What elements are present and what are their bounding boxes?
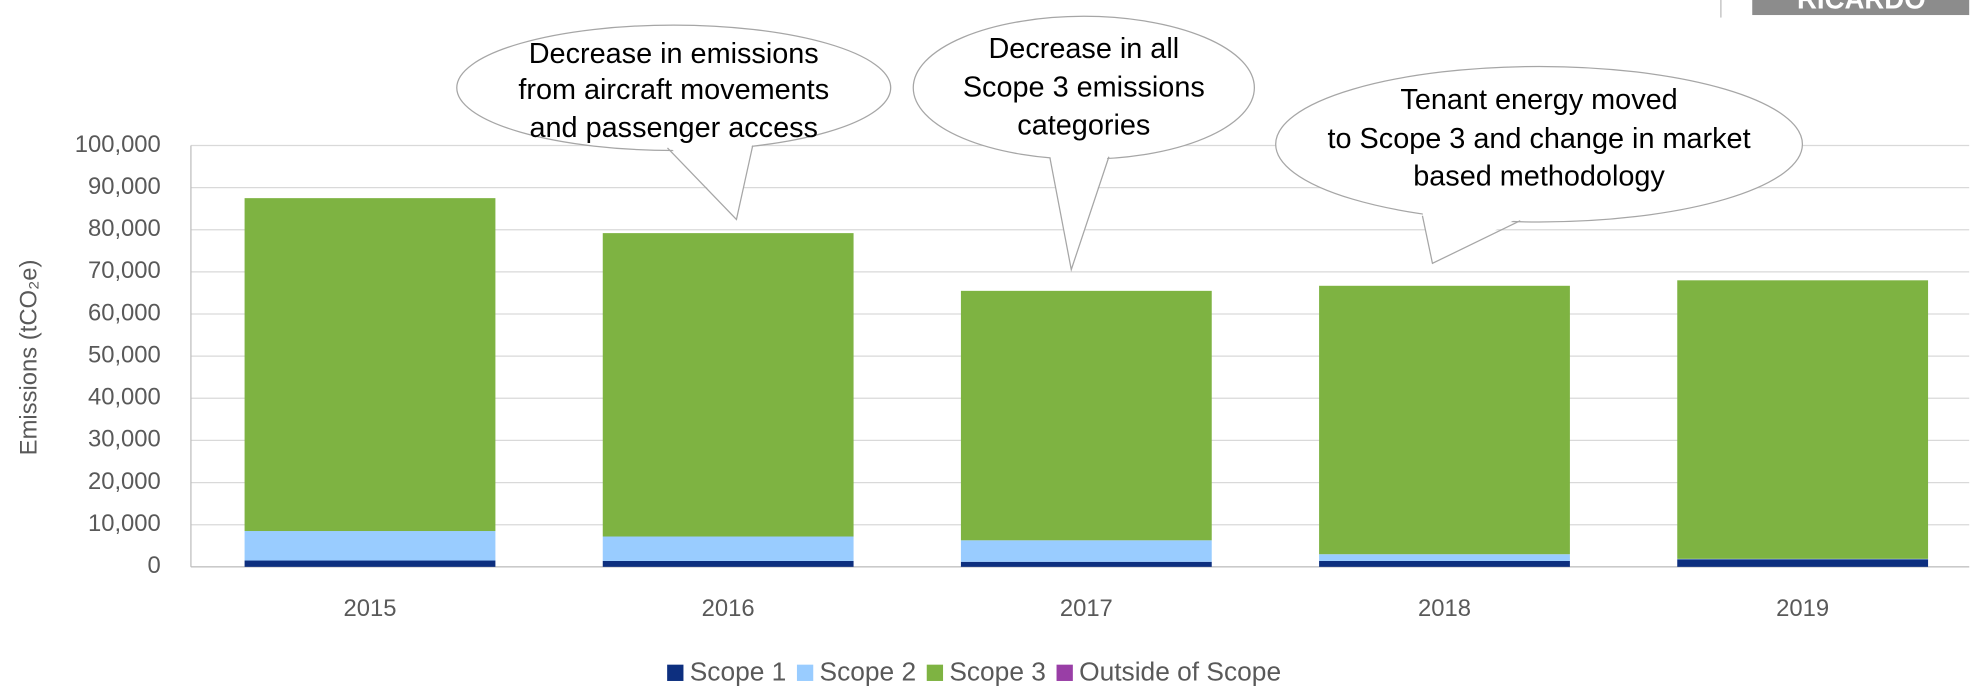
bar-segment <box>244 560 496 567</box>
callout-tail-fill <box>1422 211 1521 264</box>
y-axis-label: Emissions (tCO₂e) <box>16 260 43 456</box>
y-tick-label: 30,000 <box>88 426 161 453</box>
legend-label: Scope 1 <box>690 656 787 686</box>
bar-segment <box>244 531 496 561</box>
legend-label: Scope 3 <box>949 656 1046 686</box>
callout-text: based methodology <box>1413 161 1665 193</box>
bar-segment <box>960 561 1212 567</box>
legend-swatch <box>796 664 814 681</box>
bar-segment <box>602 233 854 537</box>
bar-segment <box>1319 554 1570 561</box>
callout-tail <box>1049 156 1110 273</box>
callout-tail <box>1421 215 1521 265</box>
callout-text: Scope 3 emissions <box>963 72 1205 104</box>
x-tick-label: 2018 <box>1418 595 1471 622</box>
y-tick-label: 80,000 <box>88 215 161 242</box>
callout-text: from aircraft movements <box>518 74 829 106</box>
bar-segment <box>602 560 854 567</box>
callout-text: Tenant energy moved <box>1400 84 1677 116</box>
bar-segment <box>1677 559 1929 567</box>
callout-text: Decrease in emissions <box>529 38 819 70</box>
bar-segment <box>960 540 1212 562</box>
callout-text: categories <box>1017 109 1150 141</box>
legend-swatch <box>1056 664 1073 681</box>
y-tick-label: 70,000 <box>88 257 161 284</box>
logo-box <box>1752 0 1970 16</box>
y-tick-label: 20,000 <box>88 468 161 495</box>
y-tick-label: 100,000 <box>75 131 161 158</box>
callout-text: to Scope 3 and change in market <box>1328 123 1751 155</box>
bar-segment <box>1677 280 1929 559</box>
x-tick-label: 2019 <box>1776 595 1829 622</box>
y-tick-label: 50,000 <box>88 341 161 368</box>
legend-swatch <box>667 664 684 681</box>
callout-text: Decrease in all <box>988 33 1179 65</box>
y-tick-label: 10,000 <box>88 510 161 537</box>
legend-swatch <box>926 664 944 681</box>
x-tick-label: 2017 <box>1060 595 1113 622</box>
y-tick-label: 40,000 <box>88 384 161 411</box>
bar-segment <box>602 536 854 561</box>
callout-tail <box>667 145 754 221</box>
bar-segment <box>1319 285 1570 555</box>
y-tick-label: 90,000 <box>88 173 161 200</box>
legend-label: Scope 2 <box>820 656 917 686</box>
bar-segment <box>960 290 1212 541</box>
bar-segment <box>1319 560 1570 567</box>
callout-tail-fill <box>1049 152 1109 270</box>
callout-bubble <box>1275 65 1804 223</box>
y-tick-label: 0 <box>148 552 161 579</box>
x-tick-label: 2016 <box>702 595 755 622</box>
logo: RICARDO <box>1797 0 1926 15</box>
y-tick-label: 60,000 <box>88 299 161 326</box>
bar-segment <box>244 198 496 532</box>
legend-label: Outside of Scope <box>1079 656 1281 686</box>
callout-tail-fill <box>667 141 753 220</box>
callout-text: and passenger access <box>529 112 817 144</box>
x-tick-label: 2015 <box>344 595 397 622</box>
